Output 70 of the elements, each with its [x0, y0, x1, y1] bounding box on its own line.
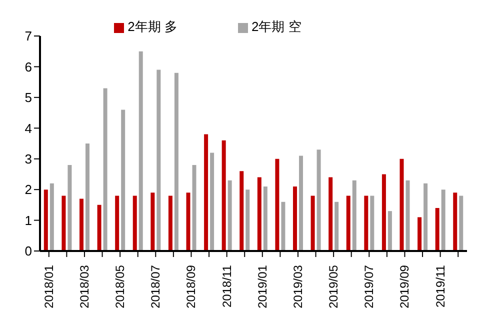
x-tick-label: 2019/03 [290, 264, 305, 308]
bar [97, 204, 102, 251]
bar [441, 190, 446, 251]
bar [257, 177, 262, 251]
bar [310, 196, 315, 251]
legend-label: 2年期 空 [252, 19, 302, 34]
bar [459, 196, 464, 251]
y-tick-label: 5 [24, 90, 32, 106]
bar [406, 180, 410, 251]
bar [346, 196, 350, 251]
bar [156, 70, 161, 251]
x-tick-label: 2019/11 [433, 264, 448, 308]
y-tick-label: 2 [24, 182, 32, 198]
bar [80, 198, 84, 251]
bar [316, 150, 321, 251]
bar [382, 174, 386, 251]
x-tick-label: 2019/05 [326, 264, 341, 308]
bar [228, 180, 232, 251]
bar [204, 134, 208, 251]
bar [115, 196, 120, 251]
x-tick-label: 2018/03 [77, 264, 92, 308]
bar [174, 72, 178, 251]
bar [293, 186, 297, 251]
bar [334, 202, 339, 251]
bar [453, 192, 458, 251]
bar [435, 208, 440, 251]
bar [222, 140, 226, 251]
bar [168, 196, 172, 251]
bar [240, 171, 244, 251]
y-tick-label: 7 [24, 28, 32, 44]
bar [86, 144, 90, 251]
bar [62, 196, 66, 251]
bar [275, 158, 280, 251]
bar [352, 180, 356, 251]
x-tick-label: 2019/07 [362, 264, 376, 308]
bar [263, 186, 268, 251]
x-tick-label: 2018/11 [220, 264, 234, 308]
bar [299, 156, 303, 251]
bar [364, 196, 368, 251]
bar [103, 88, 108, 251]
bar [50, 183, 54, 251]
bar [44, 190, 48, 251]
y-tick-label: 1 [24, 212, 32, 228]
x-tick-label: 2018/01 [42, 264, 56, 308]
y-tick-label: 4 [24, 120, 32, 136]
y-tick-label: 0 [24, 244, 32, 259]
bar [424, 183, 428, 251]
x-tick-label: 2018/05 [113, 264, 128, 308]
x-tick-label: 2019/09 [398, 264, 412, 308]
x-tick-label: 2019/01 [255, 264, 270, 308]
bar [132, 196, 137, 251]
bar [210, 152, 214, 251]
bar [281, 202, 286, 251]
y-tick-label: 6 [24, 59, 32, 74]
bar [246, 190, 250, 251]
x-tick-label: 2018/07 [148, 264, 163, 308]
bar [328, 177, 333, 251]
bar [186, 192, 190, 251]
y-tick-label: 3 [24, 151, 32, 166]
bar [388, 211, 392, 251]
bar [418, 217, 422, 251]
legend-label: 2年期 多 [128, 19, 178, 34]
bar [121, 110, 126, 251]
bar [192, 165, 196, 251]
bar [150, 192, 155, 251]
bar [138, 51, 143, 251]
x-tick-label: 2018/09 [184, 264, 198, 308]
bar [370, 196, 374, 251]
bar [400, 158, 404, 251]
bar [68, 165, 72, 251]
